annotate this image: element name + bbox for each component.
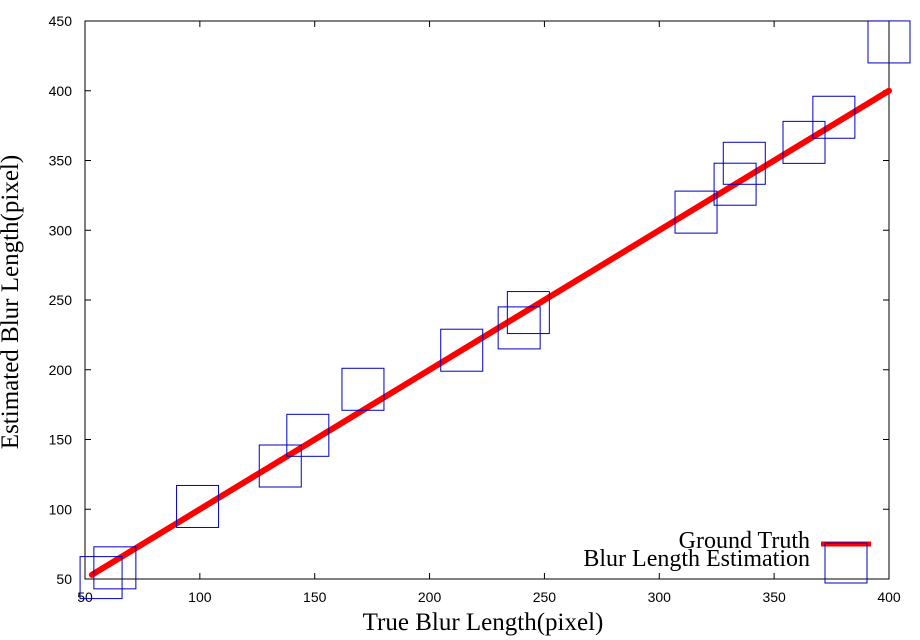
estimation-point — [506, 291, 550, 335]
estimation-point — [722, 141, 766, 185]
estimation-point — [258, 444, 302, 488]
estimation-point — [867, 20, 911, 64]
estimation-point — [812, 95, 856, 139]
estimation-point — [782, 120, 826, 164]
plot-frame — [84, 20, 890, 580]
legend-label-ground-truth: Ground Truth — [679, 528, 810, 554]
estimation-point — [497, 306, 541, 350]
y-tick-label: 250 — [49, 292, 73, 308]
estimation-point — [176, 484, 220, 528]
y-axis-ticks: 50 100 150 200 250 300 350 400 450 — [49, 13, 889, 587]
x-tick-label: 350 — [762, 589, 786, 605]
y-tick-label: 400 — [49, 83, 73, 99]
x-axis-title: True Blur Length(pixel) — [363, 609, 604, 636]
x-tick-label: 400 — [877, 589, 901, 605]
x-tick-label: 200 — [418, 589, 442, 605]
estimation-point — [341, 367, 385, 411]
x-tick-label: 150 — [303, 589, 327, 605]
y-tick-label: 350 — [49, 153, 73, 169]
x-tick-label: 50 — [77, 589, 93, 605]
legend-label-blur-estimation: Blur Length Estimation — [583, 546, 810, 572]
y-tick-label: 100 — [49, 501, 73, 517]
y-tick-label: 200 — [49, 362, 73, 378]
estimation-point — [93, 546, 137, 590]
estimation-point — [440, 328, 484, 372]
ground-truth-line — [88, 87, 892, 578]
y-tick-label: 450 — [49, 13, 73, 29]
series-layer — [79, 20, 911, 600]
estimation-point — [79, 556, 123, 600]
y-tick-label: 300 — [49, 222, 73, 238]
x-tick-label: 250 — [533, 589, 557, 605]
x-tick-label: 300 — [648, 589, 672, 605]
legend: Ground Truth Blur Length Estimation — [583, 528, 871, 584]
estimation-point — [286, 413, 330, 457]
x-axis-ticks: 50 100 150 200 250 300 350 400 — [77, 21, 901, 605]
y-axis-title: Estimated Blur Length(pixel) — [0, 155, 24, 449]
y-tick-label: 150 — [49, 432, 73, 448]
y-tick-label: 50 — [56, 571, 72, 587]
x-tick-label: 100 — [188, 589, 212, 605]
legend-swatch-blur-estimation — [824, 542, 868, 584]
estimation-point — [674, 190, 718, 234]
